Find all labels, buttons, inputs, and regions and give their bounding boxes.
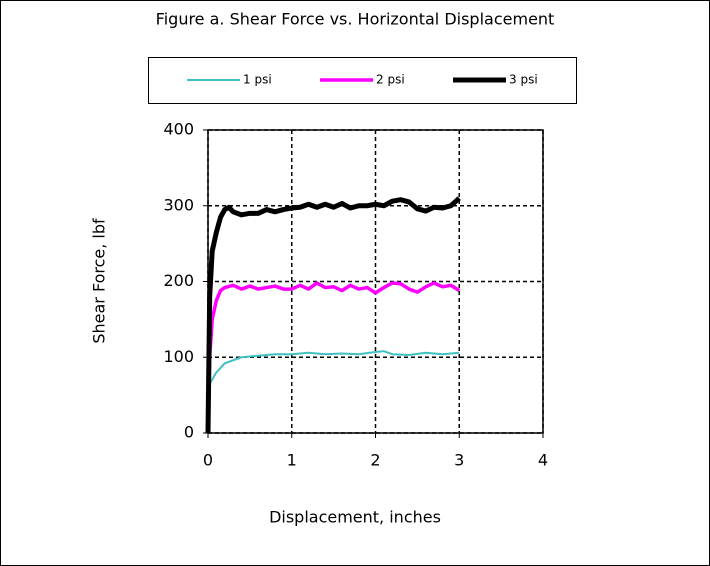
y-tick-label: 200: [163, 271, 194, 290]
y-tick-label: 0: [184, 423, 194, 442]
legend-label: 1 psi: [243, 73, 272, 87]
series-line: [206, 281, 461, 434]
x-tick-label: 2: [370, 451, 380, 470]
plot-border: [207, 129, 544, 434]
series-line: [207, 350, 460, 434]
x-tick-label: 4: [538, 451, 548, 470]
chart-title: Figure a. Shear Force vs. Horizontal Dis…: [156, 10, 555, 29]
legend-label: 2 psi: [376, 73, 405, 87]
x-tick-label: 3: [454, 451, 464, 470]
y-tick-label: 300: [163, 195, 194, 214]
y-tick-label: 100: [163, 347, 194, 366]
legend-label: 3 psi: [509, 73, 538, 87]
x-axis-label: Displacement, inches: [269, 508, 441, 527]
x-tick-label: 1: [287, 451, 297, 470]
series-line: [205, 196, 461, 434]
y-axis-label: Shear Force, lbf: [90, 218, 109, 344]
y-tick-label: 400: [163, 120, 194, 139]
x-tick-label: 0: [203, 451, 213, 470]
